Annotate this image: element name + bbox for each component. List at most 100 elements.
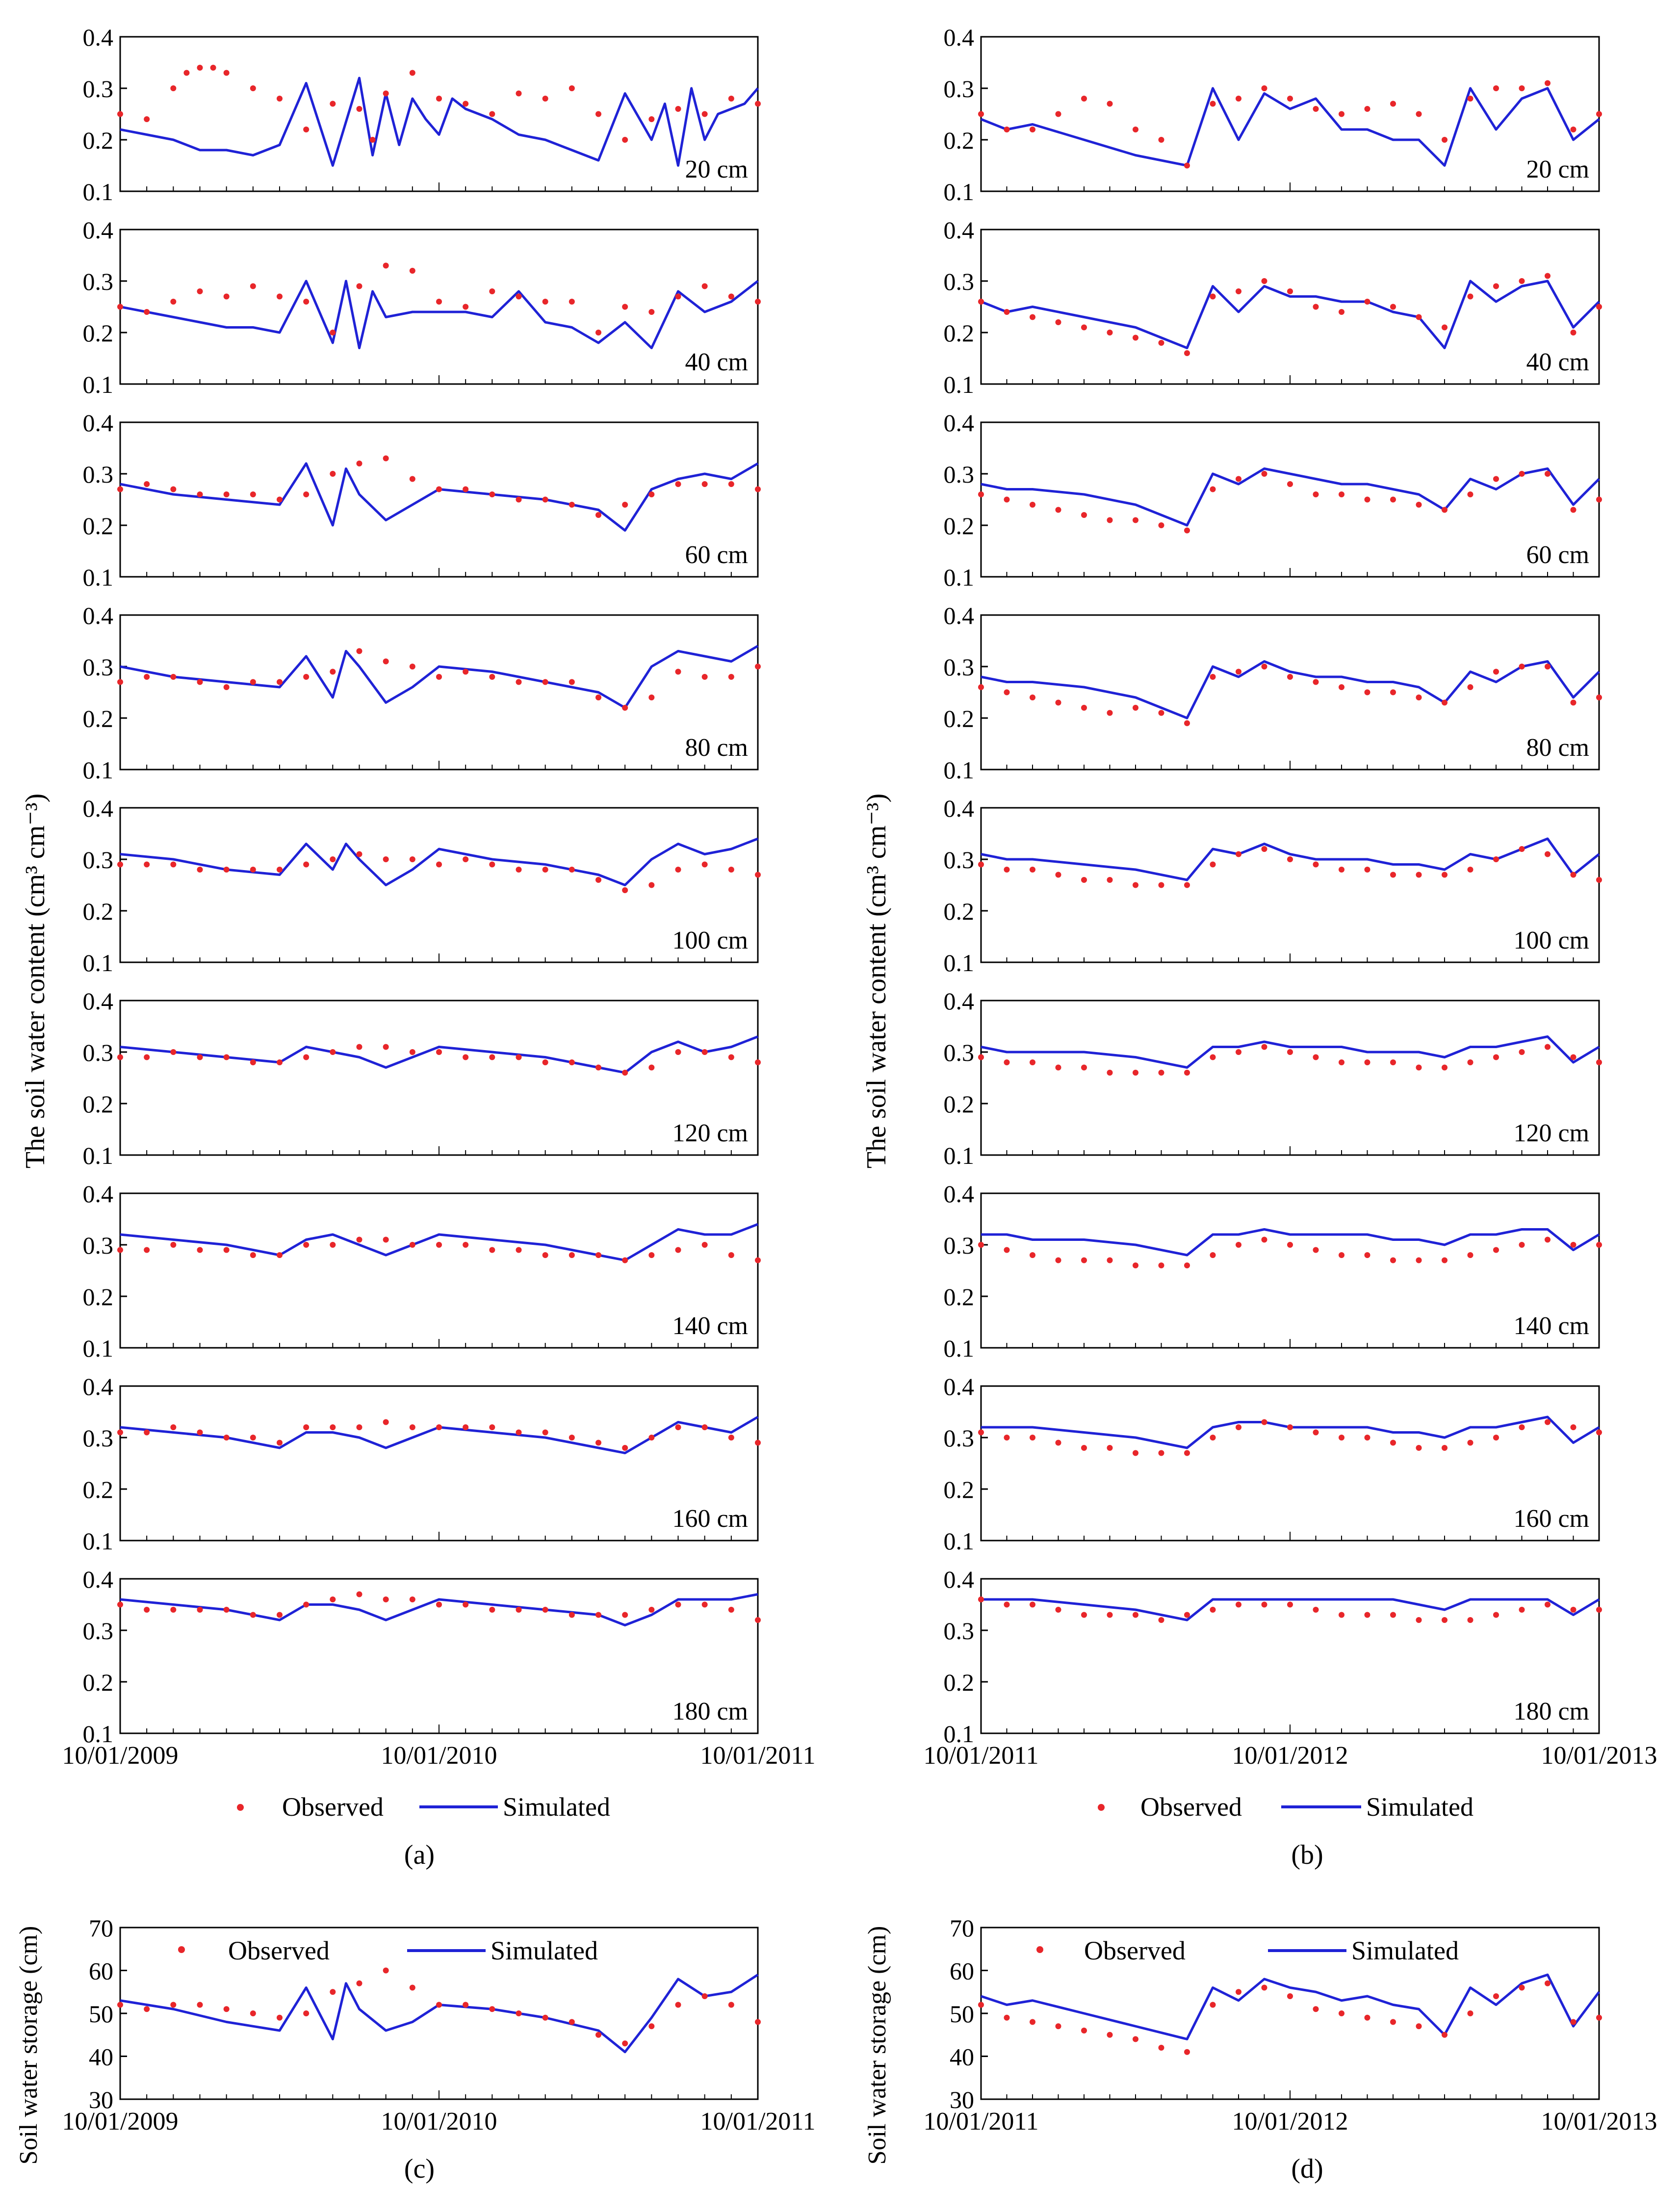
y-tick-label: 50 (89, 2000, 113, 2028)
observed-point (1133, 1612, 1138, 1618)
y-tick-label: 0.3 (83, 1039, 114, 1066)
depth-label: 120 cm (672, 1119, 748, 1147)
observed-point (595, 1612, 601, 1618)
observed-point (978, 684, 984, 690)
observed-point (1442, 872, 1447, 878)
observed-point (1055, 872, 1061, 878)
observed-point (330, 1596, 336, 1602)
observed-point (1467, 96, 1473, 102)
observed-point (728, 293, 734, 300)
y-tick-label: 0.3 (944, 461, 975, 488)
observed-point (1287, 1993, 1293, 1999)
y-tick-label: 0.1 (944, 949, 975, 977)
observed-point (1184, 1612, 1190, 1618)
simulated-series-line (120, 1974, 759, 2054)
observed-point (303, 1424, 310, 1430)
observed-point (1133, 127, 1138, 132)
observed-point (197, 1429, 203, 1436)
observed-point (516, 496, 522, 503)
observed-point (1596, 304, 1602, 310)
observed-point (1442, 699, 1447, 706)
observed-point (170, 299, 177, 305)
observed-point (1339, 1435, 1344, 1441)
observed-point (463, 856, 469, 862)
y-tick-label: 0.1 (944, 1142, 975, 1169)
observed-point (489, 1607, 495, 1613)
observed-point (1107, 517, 1113, 523)
observed-point (1158, 1617, 1164, 1623)
observed-point (1081, 1064, 1087, 1071)
chart-panel-a-8: 0.1 0.2 0.3 0.4 180 cm 10/01/2009 10/01/2010 10… (62, 1566, 816, 1770)
observed-point (489, 861, 495, 868)
y-tick-label: 0.2 (83, 512, 114, 540)
observed-point (356, 1044, 362, 1050)
y-tick-label: 30 (89, 2086, 113, 2113)
observed-point (409, 664, 415, 669)
y-tick-label: 40 (950, 2043, 974, 2071)
observed-point (728, 96, 734, 102)
x-tick-label: 10/01/2011 (700, 1742, 816, 1770)
observed-point (1081, 705, 1087, 711)
observed-point (303, 1242, 310, 1248)
y-tick-label: 0.2 (83, 705, 114, 732)
plot-frame (119, 807, 759, 963)
y-tick-label: 0.1 (944, 1527, 975, 1555)
y-tick-label: 0.1 (83, 1527, 114, 1555)
chart-panel-a-7: 0.1 0.2 0.3 0.4 160 cm (83, 1373, 761, 1555)
observed-point (1416, 502, 1422, 508)
y-tick-label: 0.4 (83, 216, 114, 244)
observed-point (356, 1424, 362, 1430)
y-tick-label: 0.1 (83, 1720, 114, 1748)
observed-point (1030, 1059, 1035, 1065)
observed-point (277, 496, 283, 503)
observed-point (1390, 101, 1396, 107)
depth-label: 180 cm (1513, 1698, 1589, 1725)
observed-point (1519, 278, 1525, 284)
observed-point (1030, 1435, 1035, 1441)
observed-point (144, 2006, 150, 2012)
observed-point (1004, 496, 1010, 503)
observed-point (436, 1601, 442, 1608)
chart-panel-b-1: 0.1 0.2 0.3 0.4 40 cm (944, 216, 1602, 398)
observed-point (1493, 856, 1499, 862)
depth-label: 40 cm (1526, 348, 1589, 376)
observed-point (463, 101, 469, 107)
y-tick-label: 0.3 (944, 1039, 975, 1066)
observed-point (303, 491, 310, 497)
observed-point (463, 304, 469, 310)
observed-point (1107, 1445, 1113, 1451)
y-tick-label: 0.4 (944, 216, 975, 244)
y-tick-label: 0.3 (944, 268, 975, 295)
y-tick-label: 0.2 (83, 1669, 114, 1696)
observed-point (1030, 2019, 1035, 2025)
observed-point (170, 2002, 177, 2008)
y-tick-label: 0.3 (83, 1617, 114, 1645)
depth-label: 40 cm (685, 348, 748, 376)
y-tick-label: 0.3 (944, 1232, 975, 1259)
observed-point (1133, 1070, 1138, 1076)
observed-point (701, 283, 708, 289)
observed-point (1339, 1612, 1344, 1618)
observed-point (1364, 106, 1370, 112)
observed-point (516, 1247, 522, 1253)
observed-point (1107, 1257, 1113, 1263)
observed-point (1519, 1242, 1525, 1248)
observed-point (117, 1054, 123, 1060)
observed-point (1596, 695, 1602, 700)
y-tick-label: 0.4 (83, 1373, 114, 1400)
observed-point (1107, 2032, 1113, 2038)
observed-point (1416, 2023, 1422, 2030)
observed-point (117, 679, 123, 685)
depth-label: 160 cm (1513, 1505, 1589, 1533)
observed-point (1158, 710, 1164, 716)
observed-point (250, 1059, 256, 1065)
observed-point (1210, 674, 1216, 680)
observed-point (489, 2006, 495, 2012)
observed-point (728, 1607, 734, 1613)
observed-point (1339, 1059, 1344, 1065)
y-tick-label: 40 (89, 2043, 113, 2071)
observed-point (1081, 1257, 1087, 1263)
observed-point (463, 1054, 469, 1060)
observed-point (1493, 1054, 1499, 1060)
simulated-series-line (120, 280, 759, 349)
